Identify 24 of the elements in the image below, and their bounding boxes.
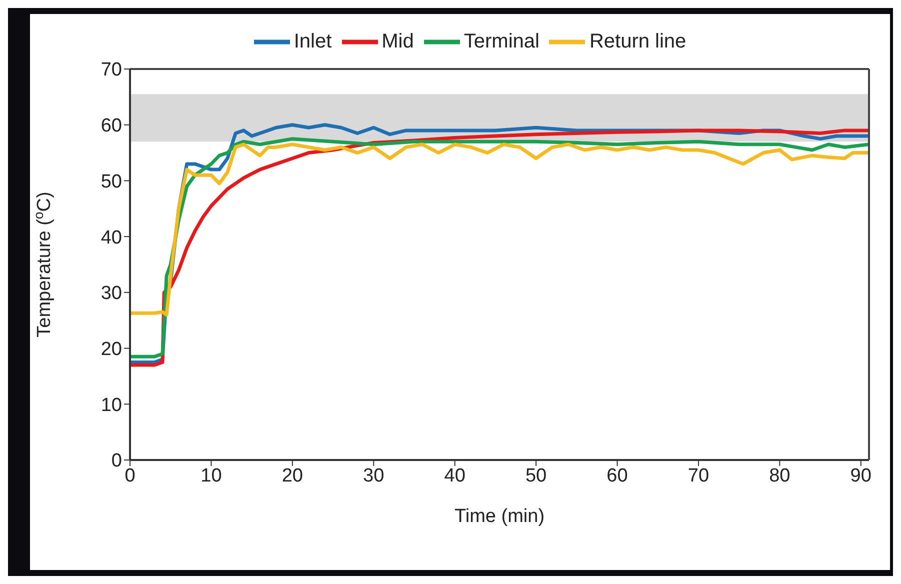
x-tick-label: 80 [769,465,790,486]
legend-label: Mid [382,30,414,52]
x-tick-label: 70 [688,465,710,486]
y-tick-label: 30 [100,283,122,304]
x-tick-label: 50 [525,465,547,486]
y-tick-label: 50 [100,171,122,192]
x-tick-label: 20 [282,465,303,486]
x-tick-label: 30 [363,465,384,486]
x-tick-label: 60 [606,465,628,486]
line-series [130,142,869,317]
y-tick-label: 10 [100,394,122,416]
y-tick-label: 0 [111,450,122,472]
y-tick-label: 70 [100,60,122,81]
x-tick-label: 40 [444,465,466,486]
legend-label: Inlet [294,30,332,52]
y-tick-label: 20 [100,339,122,360]
legend-label: Return line [589,30,686,52]
x-axis-title: Time (min) [454,506,545,527]
x-tick-label: 90 [850,465,872,486]
y-tick-label: 40 [100,227,122,248]
x-tick-label: 10 [200,465,222,486]
legend-label: Terminal [464,30,540,52]
y-tick-label: 60 [100,116,122,137]
x-tick-label: 0 [124,465,136,486]
